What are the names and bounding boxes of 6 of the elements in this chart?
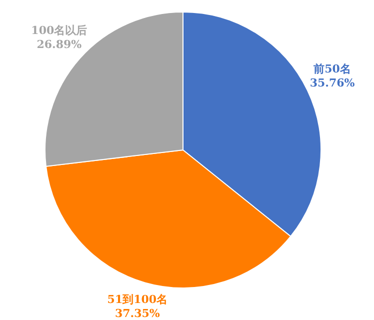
data-label: 35.76% <box>310 76 356 90</box>
data-label: 26.89% <box>36 38 82 52</box>
data-label: 37.35% <box>114 307 160 320</box>
slice-label: 前50名 <box>312 62 351 76</box>
slice-label: 100名以后 <box>31 24 88 38</box>
slice-label: 51到100名 <box>107 293 168 306</box>
